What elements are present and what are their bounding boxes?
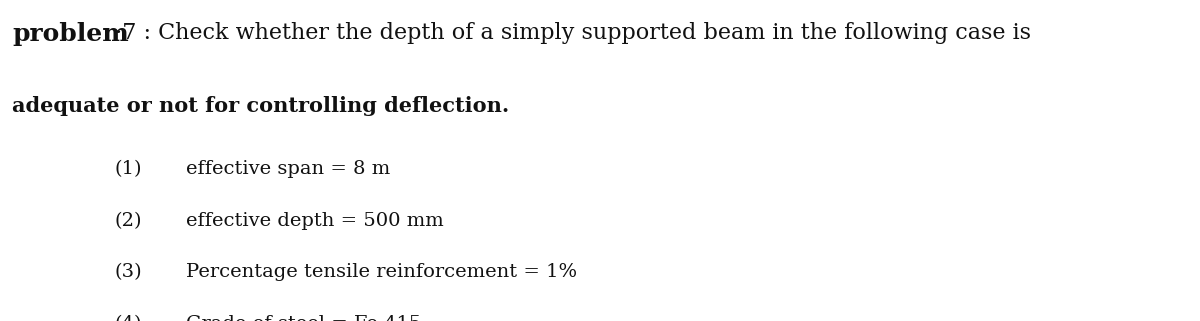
Text: Percentage tensile reinforcement = 1%: Percentage tensile reinforcement = 1% <box>186 263 577 281</box>
Text: (2): (2) <box>114 212 142 230</box>
Text: ·7 : Check whether the depth of a simply supported beam in the following case is: ·7 : Check whether the depth of a simply… <box>108 22 1031 45</box>
Text: problem: problem <box>12 22 128 47</box>
Text: (3): (3) <box>114 263 142 281</box>
Text: Grade of steel = Fe 415.: Grade of steel = Fe 415. <box>186 315 427 321</box>
Text: effective span = 8 m: effective span = 8 m <box>186 160 390 178</box>
Text: (1): (1) <box>114 160 142 178</box>
Text: adequate or not for controlling deflection.: adequate or not for controlling deflecti… <box>12 96 509 116</box>
Text: effective depth = 500 mm: effective depth = 500 mm <box>186 212 444 230</box>
Text: (4): (4) <box>114 315 142 321</box>
